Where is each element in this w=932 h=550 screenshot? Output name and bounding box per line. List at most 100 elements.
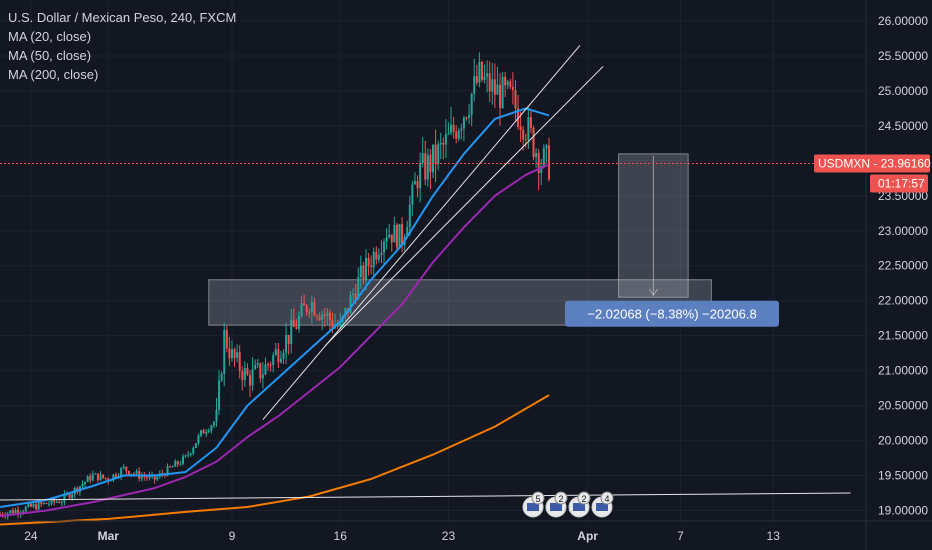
chart-title: U.S. Dollar / Mexican Peso, 240, FXCM [8, 10, 237, 25]
candle-body [349, 295, 352, 314]
price-tick-label: 22.00000 [878, 294, 928, 308]
event-count-text: 2 [581, 494, 586, 504]
measure-arrow-head [648, 288, 658, 297]
candle-body [14, 510, 17, 514]
time-tick-label: 24 [24, 529, 38, 543]
candle-body [89, 476, 92, 481]
time-axis: 24 Mar 9 16 23 Apr 7 13 [24, 529, 780, 543]
candle-body [496, 84, 499, 95]
candle-body [29, 503, 32, 507]
candle-body [432, 144, 434, 173]
candle-body [450, 124, 453, 134]
candle-body [261, 374, 264, 379]
event-count-text: 4 [604, 494, 609, 504]
time-tick-label: 13 [767, 529, 781, 543]
candle-body [388, 234, 391, 238]
candle-body [506, 81, 509, 86]
candle-body [437, 144, 440, 165]
legend-ma20[interactable]: MA (20, close) [8, 29, 92, 44]
candle-body [434, 144, 437, 165]
candle-body [140, 476, 143, 479]
candle-body [99, 474, 102, 481]
candle-body [514, 90, 517, 109]
candle-body [71, 494, 74, 498]
measure-label[interactable]: −2.02068 (−8.38%) −20206.8 [565, 300, 779, 327]
candle-body [465, 117, 468, 119]
candle-body [112, 474, 115, 481]
legend-ma200[interactable]: MA (200, close) [8, 67, 99, 82]
candle-body [42, 502, 45, 504]
candle-body [393, 224, 396, 243]
candle-body [447, 133, 450, 135]
candle-body [524, 139, 527, 141]
candle-body [395, 224, 398, 248]
time-tick-label: 16 [334, 529, 348, 543]
candle-body [372, 251, 375, 268]
candle-body [181, 456, 184, 464]
time-tick-label: 7 [677, 529, 684, 543]
price-tick-label: 26.00000 [878, 14, 928, 28]
candle-body [457, 130, 460, 139]
candle-body [540, 166, 543, 174]
candle-body [460, 128, 463, 131]
candle-body [331, 320, 334, 328]
candle-body [300, 303, 303, 317]
candle-body [424, 153, 427, 180]
candle-body [364, 257, 367, 280]
candle-body [511, 86, 514, 91]
candle-body [380, 252, 383, 256]
candle-body [297, 316, 300, 329]
candle-body [295, 326, 298, 329]
event-count-badge [600, 491, 614, 505]
candle-body [212, 421, 215, 426]
price-axis: 19.00000 19.50000 20.00000 20.50000 21.00000… [878, 14, 928, 518]
candle-body [55, 501, 58, 503]
candle-body [37, 502, 40, 510]
candle-body [279, 358, 282, 363]
event-count-text: 5 [535, 494, 540, 504]
candle-body [473, 76, 476, 95]
candle-body [269, 364, 272, 366]
price-tick-label: 20.50000 [878, 399, 928, 413]
candle-body [130, 473, 133, 475]
candle-body [462, 117, 465, 129]
candle-body [264, 364, 267, 375]
legend-ma50[interactable]: MA (50, close) [8, 48, 92, 63]
price-tick-label: 21.50000 [878, 329, 928, 343]
candle-body [251, 368, 254, 386]
candle-body [527, 117, 530, 140]
candle-body [282, 353, 285, 359]
candle-body [218, 380, 221, 410]
time-tick-label: Mar [98, 529, 120, 543]
price-tag[interactable]: USDMXN - 23.96160 01:17:57 [814, 154, 931, 193]
candle-body [285, 334, 288, 354]
candle-body [339, 321, 342, 327]
price-tick-label: 23.00000 [878, 224, 928, 238]
candle-body [416, 181, 419, 189]
time-tick-label: 23 [442, 529, 456, 543]
candle-body [408, 204, 411, 228]
candle-body [272, 354, 275, 365]
candle-body [166, 466, 169, 476]
price-tick-label: 19.00000 [878, 504, 928, 518]
candle-body [174, 461, 177, 467]
candle-body [135, 470, 138, 474]
candle-body [176, 461, 179, 465]
ma200-line [0, 394, 550, 526]
price-tag-text: USDMXN - 23.96160 [818, 157, 931, 171]
candle-body [220, 374, 223, 381]
time-tick-label: 9 [229, 529, 236, 543]
candle-body [442, 142, 445, 145]
candle-body [81, 484, 84, 487]
candle-body [359, 265, 362, 278]
candle-body [230, 349, 233, 359]
candle-body [246, 368, 249, 375]
candle-body [143, 476, 146, 478]
candle-body [153, 474, 156, 480]
candle-body [84, 481, 87, 485]
candle-body [243, 368, 246, 381]
candle-body [537, 152, 540, 174]
event-badges: 5 2 2 4 [522, 491, 614, 518]
